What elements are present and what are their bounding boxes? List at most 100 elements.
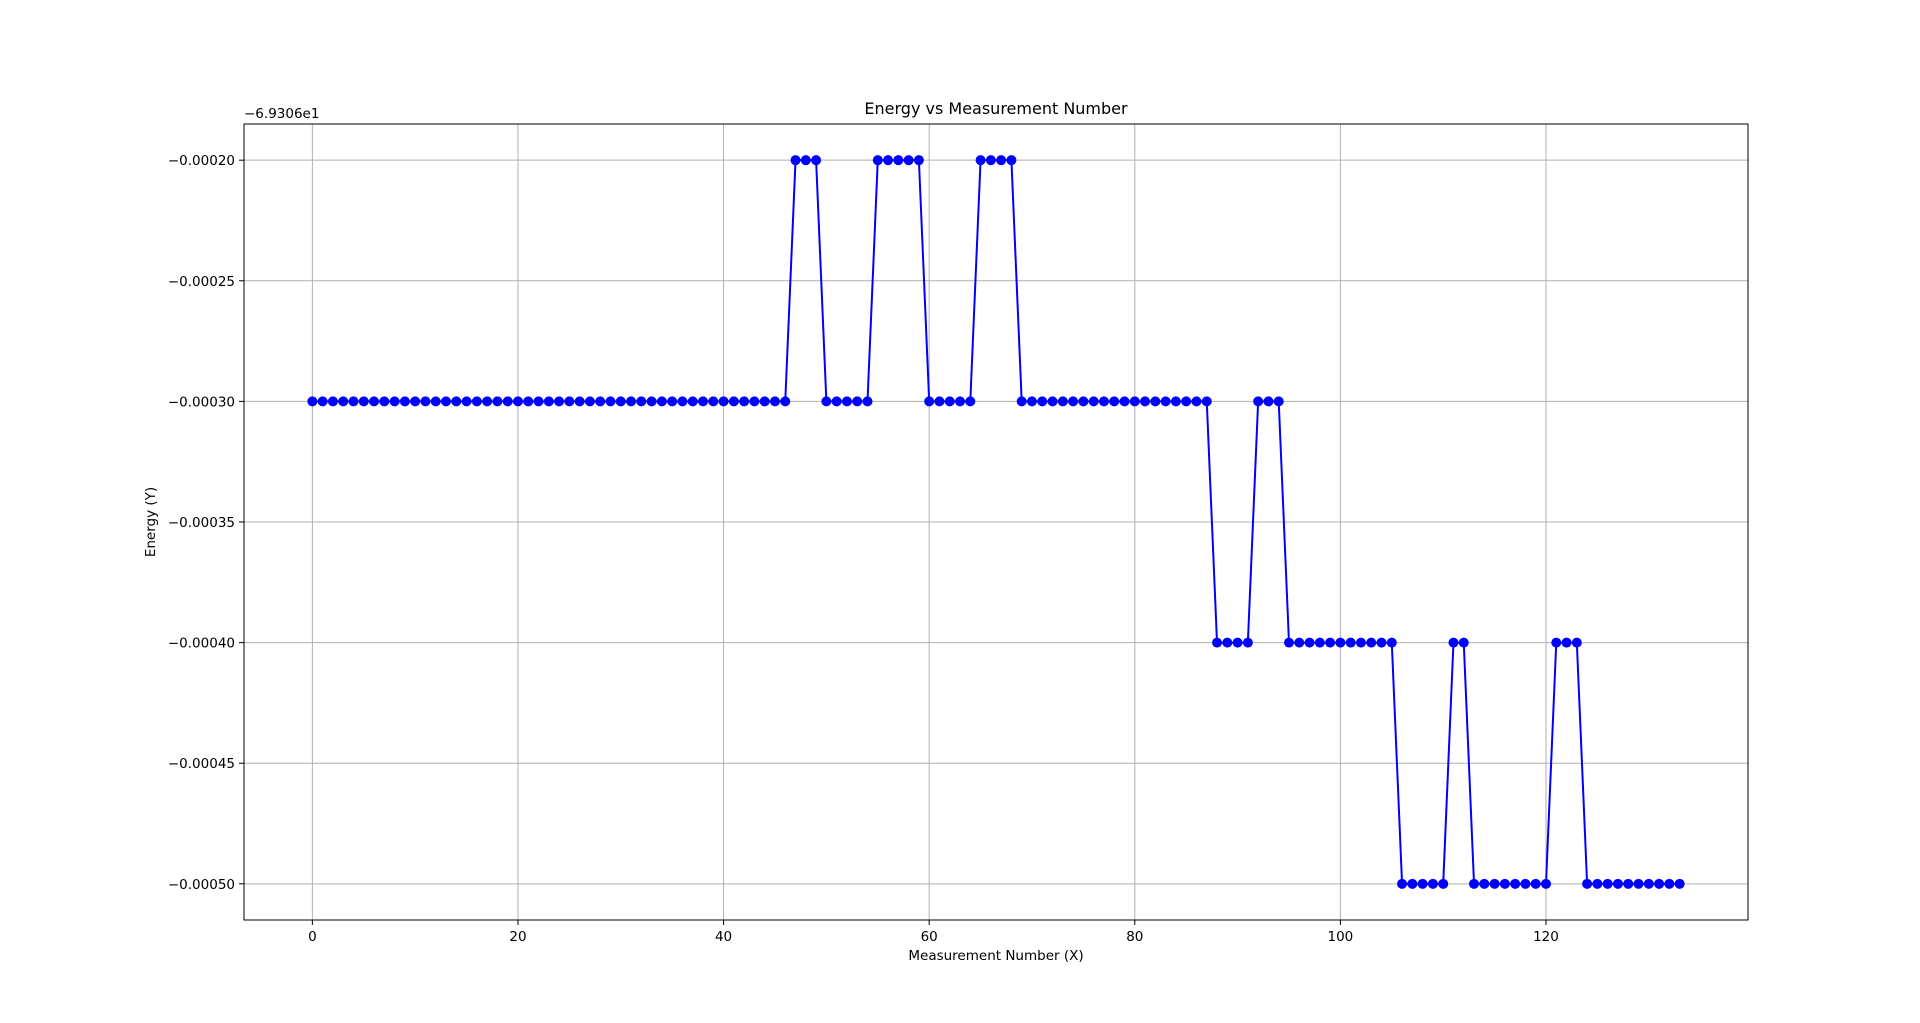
y-offset-label: −6.9306e1 [244,106,319,122]
data-point [1345,637,1356,648]
data-point [554,396,565,407]
data-point [1314,637,1325,648]
data-point [379,396,390,407]
data-point [749,396,760,407]
data-point [1366,637,1377,648]
data-point [739,396,750,407]
data-point [1602,878,1613,889]
data-point [1201,396,1212,407]
data-point [605,396,616,407]
data-point [348,396,359,407]
y-tick-label: −0.00035 [168,515,235,531]
data-point [1417,878,1428,889]
data-point [492,396,503,407]
data-point [1530,878,1541,889]
data-point [1242,637,1253,648]
y-axis-label: Energy (Y) [143,487,159,557]
data-point [718,396,729,407]
data-point [615,396,626,407]
data-point [1098,396,1109,407]
data-point [1078,396,1089,407]
data-point [317,396,328,407]
data-point [1140,396,1151,407]
data-point [1325,637,1336,648]
y-tick-label: −0.00045 [168,756,235,772]
data-point [872,155,883,166]
data-point [975,155,986,166]
x-tick-label: 100 [1327,929,1353,945]
data-point [399,396,410,407]
data-point [430,396,441,407]
data-point [307,396,318,407]
data-point [1088,396,1099,407]
data-point [1479,878,1490,889]
data-point [1407,878,1418,889]
data-point [574,396,585,407]
data-point [1026,396,1037,407]
data-point [1582,878,1593,889]
data-point [1674,878,1685,889]
data-point [410,396,421,407]
data-point [564,396,575,407]
data-point [883,155,894,166]
data-point [1654,878,1665,889]
x-tick-label: 80 [1126,929,1143,945]
data-point [482,396,493,407]
series-layer [307,155,1685,889]
data-point [1633,878,1644,889]
data-point [1006,155,1017,166]
data-point [358,396,369,407]
data-point [338,396,349,407]
data-point [1540,878,1551,889]
data-point [934,396,945,407]
data-point [862,396,873,407]
data-point [502,396,513,407]
data-point [913,155,924,166]
data-point [441,396,452,407]
x-tick-label: 60 [921,929,938,945]
data-point [389,396,400,407]
data-point [1160,396,1171,407]
data-point [1571,637,1582,648]
data-point [780,396,791,407]
data-point [821,396,832,407]
data-point [420,396,431,407]
data-point [1386,637,1397,648]
data-point [759,396,770,407]
data-point [1438,878,1449,889]
data-point [1273,396,1284,407]
data-point [646,396,657,407]
ticks: 0 20 40 60 80 100 120 −0.00020 −0.00025 −0.00030 −… [168,153,1559,945]
data-point [1561,637,1572,648]
data-point [1612,878,1623,889]
data-point [1458,637,1469,648]
data-point [1263,396,1274,407]
data-point [1170,396,1181,407]
data-point [1057,396,1068,407]
data-point [1253,396,1264,407]
data-point [369,396,380,407]
data-point [1283,637,1294,648]
data-point [1191,396,1202,407]
data-point [1304,637,1315,648]
data-point [831,396,842,407]
data-point [1551,637,1562,648]
data-point [1397,878,1408,889]
x-tick-label: 20 [509,929,526,945]
y-tick-label: −0.00020 [168,153,235,169]
data-point [1499,878,1510,889]
data-point [1643,878,1654,889]
data-point [1212,637,1223,648]
data-point [944,396,955,407]
data-point [595,396,606,407]
data-point [1520,878,1531,889]
data-point [1427,878,1438,889]
y-tick-label: −0.00030 [168,394,235,410]
data-point [1119,396,1130,407]
data-point [687,396,698,407]
data-point [1664,878,1675,889]
data-point [852,396,863,407]
data-point [1623,878,1634,889]
